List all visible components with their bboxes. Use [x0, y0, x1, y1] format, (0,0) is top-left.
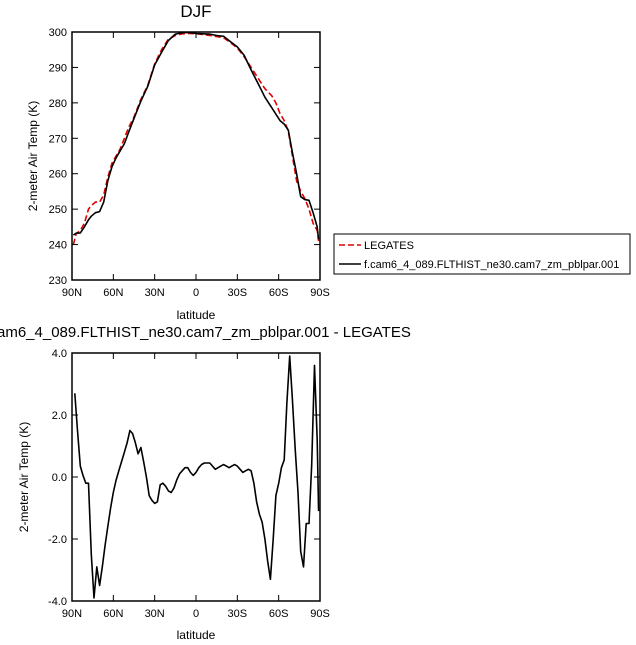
top-x-axis-label: latitude: [177, 308, 216, 322]
top-plot-lines: [72, 31, 320, 245]
bottom-x-ticks: 90N 60N 30N 0 30S 60S 90S: [62, 353, 330, 620]
x-tick-label: 30N: [145, 287, 165, 299]
legend: LEGATES f.cam6_4_089.FLTHIST_ne30.cam7_z…: [333, 233, 631, 275]
y-tick-label: 300: [49, 27, 67, 39]
top-chart-title: DJF: [180, 2, 211, 21]
y-tick-label: 260: [49, 169, 67, 181]
y-tick-label: 290: [49, 62, 67, 74]
series-line-model: [74, 355, 320, 599]
y-tick-label: -2.0: [48, 534, 67, 546]
top-y-ticks: 230 240 250 260 270 280 290 300: [49, 27, 320, 287]
x-tick-label: 90N: [62, 608, 82, 620]
top-plot-frame: [71, 31, 321, 281]
bottom-chart-title: f.cam6_4_089.FLTHIST_ne30.cam7_zm_pblpar…: [0, 324, 411, 341]
x-tick-label: 60S: [269, 608, 289, 620]
x-tick-label: 60S: [269, 287, 289, 299]
y-tick-label: 250: [49, 204, 67, 216]
y-tick-label: 230: [49, 275, 67, 287]
y-tick-label: 240: [49, 240, 67, 252]
top-panel: DJF 90N 60N 30N 0 30S 60S 90S 2302402502602702…: [26, 2, 330, 322]
bottom-x-axis-label: latitude: [177, 628, 216, 642]
y-tick-label: 270: [49, 133, 67, 145]
y-tick-label: 4.0: [52, 348, 67, 360]
y-tick-label: 280: [49, 98, 67, 110]
y-tick-label: -4.0: [48, 596, 67, 608]
x-tick-label: 60N: [103, 287, 123, 299]
legend-label-legates: LEGATES: [364, 240, 414, 252]
legend-box: [333, 233, 631, 275]
bottom-y-axis-label: 2-meter Air Temp (K): [17, 422, 31, 532]
bottom-panel: f.cam6_4_089.FLTHIST_ne30.cam7_zm_pblpar…: [0, 324, 411, 642]
series-line-model: [72, 31, 320, 240]
bottom-plot-lines: [74, 355, 320, 599]
x-tick-label: 90N: [62, 287, 82, 299]
x-tick-label: 30S: [228, 287, 248, 299]
top-y-axis-label: 2-meter Air Temp (K): [26, 101, 40, 211]
x-tick-label: 30S: [228, 608, 248, 620]
x-tick-label: 30N: [145, 608, 165, 620]
x-tick-label: 90S: [310, 287, 330, 299]
y-tick-label: 2.0: [52, 410, 67, 422]
y-tick-label: 0.0: [52, 472, 67, 484]
x-tick-label: 0: [193, 608, 199, 620]
legend-label-model: f.cam6_4_089.FLTHIST_ne30.cam7_zm_pblpar…: [364, 259, 619, 271]
series-line-legates: [72, 32, 320, 245]
bottom-y-ticks: -4.0 -2.0 0.0 2.0 4.0: [48, 348, 320, 608]
x-tick-label: 0: [193, 287, 199, 299]
top-x-ticks: 90N 60N 30N 0 30S 60S 90S: [62, 32, 330, 299]
x-tick-label: 90S: [310, 608, 330, 620]
x-tick-label: 60N: [103, 608, 123, 620]
bottom-plot-frame: [71, 352, 321, 602]
